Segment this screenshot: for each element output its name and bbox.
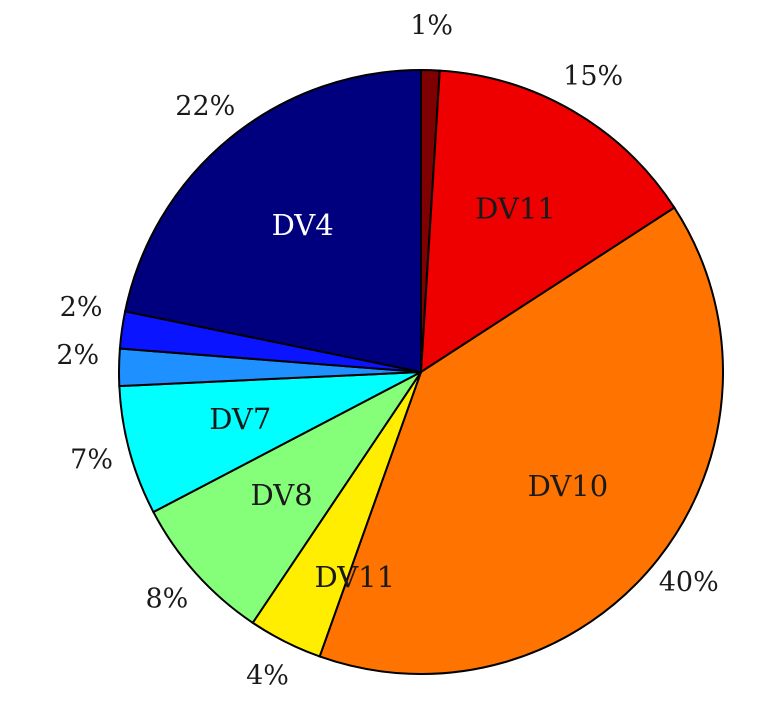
pct-label-7: 2% [60,292,103,323]
slice-label-5: DV7 [209,402,271,436]
pct-label-3: 4% [246,660,289,691]
pie-slice-5 [118,371,422,514]
slice-label-8: DV4 [272,208,334,242]
slice-label-3: DV11 [314,560,395,594]
pct-label-0: 1% [410,10,453,41]
pct-label-1: 15% [563,61,623,92]
pie-slice-2 [318,206,724,675]
slice-label-4: DV8 [251,478,313,512]
slice-labels: DV11 DV10 DV11 DV8 DV7 DV4 [209,191,608,594]
pct-label-8: 22% [175,91,235,122]
slice-label-2: DV10 [528,469,609,503]
pct-label-6: 2% [56,340,99,371]
pct-label-5: 7% [70,445,113,476]
percent-labels: 1% 15% 40% 4% 8% 7% 2% 2% 22% [56,10,718,691]
slice-label-1: DV11 [475,191,556,225]
pie-slices [118,68,724,675]
pie-slice-8 [123,68,422,374]
pct-label-4: 8% [145,583,188,614]
pct-label-2: 40% [659,567,719,598]
pie-slice-1 [419,69,676,374]
pie-slice-4 [152,371,422,625]
